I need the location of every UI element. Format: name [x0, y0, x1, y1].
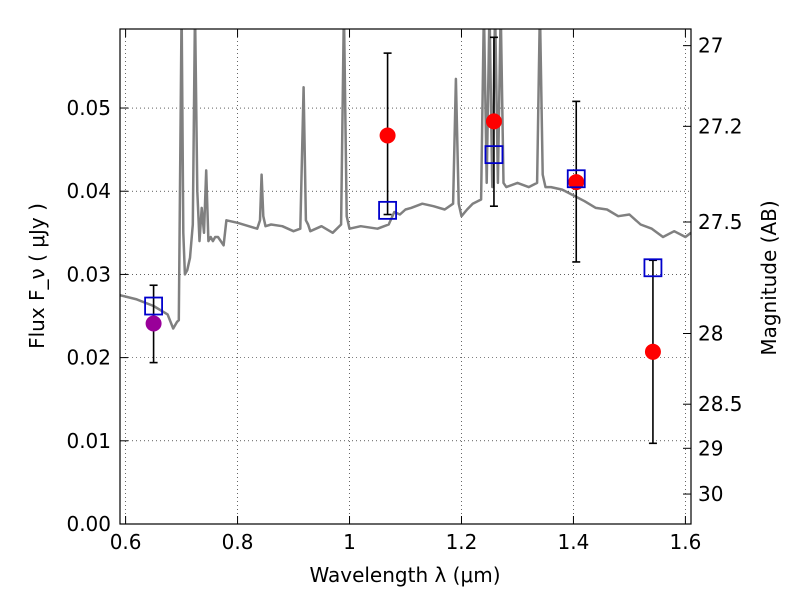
grid	[120, 29, 691, 525]
observed-flux-point	[379, 127, 396, 144]
model-flux-square	[484, 145, 504, 165]
spectrum-line	[120, 29, 691, 330]
x-tick-label: 0.6	[110, 530, 142, 554]
y-tick-label: 0.05	[66, 96, 111, 120]
model-flux-square	[144, 296, 163, 316]
observed-flux-point	[485, 113, 502, 130]
x-axis-label: Wavelength λ (μm)	[309, 563, 500, 587]
right-tick-label: 29	[698, 436, 723, 460]
y-tick-label: 0.03	[66, 262, 111, 286]
model-flux-square	[566, 169, 586, 189]
observed-flux-point	[568, 174, 585, 191]
y-tick-label: 0.00	[66, 512, 111, 536]
right-tick-label: 27.2	[698, 114, 743, 138]
x-tick-label: 1.4	[558, 530, 590, 554]
y-tick-label: 0.01	[66, 429, 111, 453]
plot-area	[120, 29, 691, 445]
observed-flux-point	[644, 343, 661, 360]
y-axis-label: Flux F_ν ( μJy )	[25, 203, 49, 349]
right-tick-label: 27.5	[698, 210, 743, 234]
right-tick-label: 28.5	[698, 392, 743, 416]
right-tick-label: 27	[698, 34, 723, 58]
plot-frame	[119, 28, 692, 525]
x-tick-label: 1.2	[446, 530, 478, 554]
model-flux-square	[378, 200, 397, 220]
x-tick-label: 0.8	[222, 530, 254, 554]
x-tick-label: 1.6	[669, 530, 701, 554]
right-tick-label: 28	[698, 321, 723, 345]
observed-flux-point	[145, 315, 162, 332]
model-flux-square	[643, 258, 663, 278]
x-tick-label: 1	[343, 530, 356, 554]
right-axis-label: Magnitude (AB)	[757, 200, 781, 355]
right-tick-label: 30	[698, 482, 723, 506]
axis-ticks: 0.6 0.8 1 1.2 1.4 1.6 0.00 0.01 0.02 0.03 0.04 0.05…	[66, 29, 743, 554]
y-tick-label: 0.02	[66, 346, 111, 370]
y-tick-label: 0.04	[66, 179, 111, 203]
